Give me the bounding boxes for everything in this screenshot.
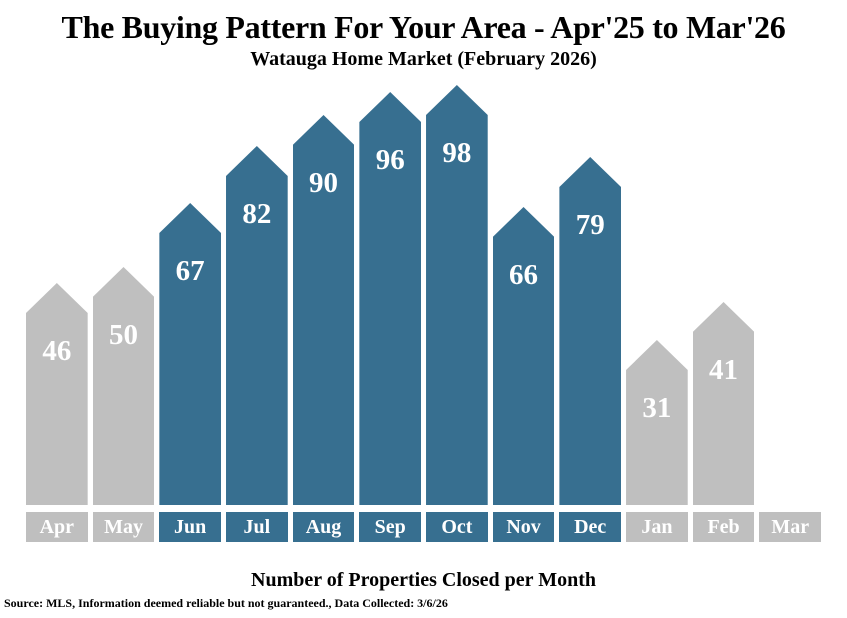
month-label-may: May: [92, 512, 155, 542]
bar-dec: 79: [559, 157, 622, 505]
bar-column-sep: 96: [359, 80, 422, 505]
bar-value-label-sep: 96: [375, 144, 405, 176]
month-label-oct: Oct: [426, 512, 488, 542]
bar-sep: 96: [359, 92, 422, 505]
bar-oct: 98: [426, 85, 488, 505]
month-label-sep: Sep: [359, 512, 422, 542]
bar-jun: 67: [159, 203, 222, 505]
month-label-dec: Dec: [559, 512, 622, 542]
bar-column-jun: 67: [159, 80, 222, 505]
bar-value-label-dec: 79: [575, 209, 605, 241]
bar-column-oct: 98: [426, 80, 488, 505]
x-axis-labels: Apr May Jun Jul Aug Sep Oct Nov Dec Jan Feb Mar: [0, 512, 847, 542]
bar-column-mar: [759, 80, 821, 505]
bar-apr: 46: [26, 283, 88, 505]
bar-feb: 41: [692, 302, 755, 505]
bar-value-label-may: 50: [109, 319, 138, 351]
month-label-jan: Jan: [626, 512, 688, 542]
month-label-jun: Jun: [159, 512, 222, 542]
bar-may: 50: [92, 267, 155, 505]
x-axis-title: Number of Properties Closed per Month: [251, 569, 596, 591]
bar-value-label-oct: 98: [442, 137, 472, 169]
bar-value-label-aug: 90: [309, 167, 339, 199]
bar-nov: 66: [492, 207, 555, 505]
bar-value-label-jan: 31: [642, 392, 672, 424]
bar-column-apr: 46: [26, 80, 88, 505]
bar-aug: 90: [292, 115, 355, 505]
month-label-nov: Nov: [492, 512, 555, 542]
month-label-feb: Feb: [692, 512, 755, 542]
bar-jan: 31: [626, 340, 688, 505]
bar-column-aug: 90: [292, 80, 355, 505]
bar-value-label-nov: 66: [509, 259, 539, 291]
month-label-mar: Mar: [759, 512, 822, 542]
bar-column-jan: 31: [626, 80, 688, 505]
bar-column-nov: 66: [492, 80, 555, 505]
bar-jul: 82: [226, 146, 288, 505]
month-label-apr: Apr: [26, 512, 88, 542]
bar-value-label-jul: 82: [242, 198, 272, 230]
bar-column-jul: 82: [226, 80, 288, 505]
bar-column-feb: 41: [692, 80, 755, 505]
bar-value-label-feb: 41: [709, 354, 739, 386]
month-label-jul: Jul: [226, 512, 288, 542]
month-label-aug: Aug: [292, 512, 355, 542]
source-note: Source: MLS, Information deemed reliable…: [4, 596, 448, 610]
plot-area: 46 50 67 82 90 96 98 66 79 31 41: [0, 80, 847, 505]
chart-title: The Buying Pattern For Your Area - Apr'2…: [61, 9, 786, 45]
chart-subtitle: Watauga Home Market (February 2026): [250, 48, 597, 70]
bar-value-label-apr: 46: [42, 335, 72, 367]
bar-column-may: 50: [92, 80, 155, 505]
bar-value-label-jun: 67: [175, 255, 205, 287]
bar-column-dec: 79: [559, 80, 622, 505]
